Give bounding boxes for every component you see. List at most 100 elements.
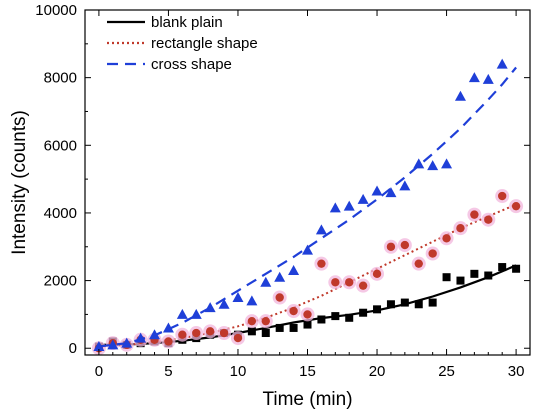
y-tick-label: 2000 <box>44 273 77 290</box>
legend: blank plain rectangle shape cross shape <box>107 14 258 73</box>
data-point <box>373 305 382 314</box>
data-point <box>511 201 521 211</box>
data-point <box>498 263 507 272</box>
data-point <box>468 72 480 83</box>
data-point <box>497 191 507 201</box>
data-point <box>484 215 493 224</box>
data-point <box>456 223 465 233</box>
series-cross-shape <box>93 58 517 352</box>
data-point <box>470 269 479 278</box>
data-point <box>372 269 382 279</box>
data-point <box>386 300 395 309</box>
legend-label: rectangle shape <box>151 35 258 52</box>
data-point <box>456 276 465 285</box>
data-point <box>192 328 201 338</box>
data-point <box>428 249 437 258</box>
x-tick-label: 0 <box>95 363 103 380</box>
data-point <box>93 341 105 352</box>
data-point <box>359 308 368 317</box>
data-point <box>288 264 300 275</box>
data-point <box>441 158 453 169</box>
data-point <box>470 210 479 219</box>
x-tick-label: 5 <box>164 363 172 380</box>
data-point <box>315 224 327 235</box>
data-point <box>275 293 284 302</box>
legend-label: cross shape <box>151 56 232 73</box>
data-point <box>414 259 423 268</box>
data-point <box>261 329 270 338</box>
data-point <box>427 160 439 171</box>
data-point <box>454 90 466 101</box>
data-point <box>399 180 411 191</box>
data-point <box>428 298 437 307</box>
x-tick-label: 20 <box>369 363 386 380</box>
data-point <box>135 332 147 343</box>
x-tick-label: 25 <box>438 363 455 380</box>
data-point <box>414 300 423 309</box>
plot-area <box>91 58 524 356</box>
data-point <box>496 58 508 69</box>
data-point <box>357 193 369 204</box>
data-point <box>482 73 494 84</box>
series-rectangle-shape <box>91 189 524 356</box>
data-point <box>317 315 326 324</box>
data-point <box>247 327 256 336</box>
data-point <box>331 278 340 287</box>
data-point <box>219 328 229 338</box>
y-tick-label: 6000 <box>44 137 77 154</box>
data-point <box>176 308 188 319</box>
data-point <box>289 323 298 332</box>
axes: 0 5 10 15 20 25 30 0 2000 4000 6000 8000 10000 <box>35 2 531 380</box>
fit-line <box>98 66 517 348</box>
data-point <box>107 339 119 350</box>
data-point <box>345 313 354 322</box>
y-tick-label: 10000 <box>35 2 77 19</box>
y-tick-label: 8000 <box>44 70 77 87</box>
data-point <box>247 316 257 326</box>
data-point <box>275 323 284 332</box>
x-tick-label: 30 <box>508 363 525 380</box>
data-point <box>303 310 312 319</box>
data-point <box>205 327 215 336</box>
x-axis-title: Time (min) <box>262 389 352 410</box>
data-point <box>303 320 312 329</box>
data-point <box>246 295 258 306</box>
data-point <box>358 281 368 290</box>
data-point <box>164 337 173 346</box>
data-point <box>178 330 187 339</box>
y-tick-label: 0 <box>69 340 77 357</box>
data-point <box>317 259 326 268</box>
data-point <box>386 242 396 251</box>
data-point <box>274 271 286 282</box>
data-point <box>302 244 313 255</box>
data-point <box>385 187 397 198</box>
x-tick-label: 10 <box>230 363 247 380</box>
data-point <box>162 322 174 333</box>
x-tick-label: 15 <box>299 363 316 380</box>
data-point <box>218 298 230 309</box>
data-point <box>233 333 243 343</box>
data-point <box>190 308 202 319</box>
data-point <box>371 185 383 196</box>
data-point <box>260 276 272 287</box>
data-point <box>512 264 521 273</box>
data-point <box>343 200 355 211</box>
legend-label: blank plain <box>151 14 223 31</box>
data-point <box>442 273 451 282</box>
data-point <box>232 292 244 302</box>
data-point <box>345 278 354 287</box>
data-point <box>413 158 425 169</box>
data-point <box>261 316 270 326</box>
data-point <box>484 271 493 280</box>
data-point <box>331 312 340 321</box>
y-axis-title: Intensity (counts) <box>9 110 30 255</box>
data-point <box>442 234 451 243</box>
data-point <box>289 306 298 316</box>
data-point <box>121 337 133 348</box>
data-point <box>329 202 341 213</box>
data-point <box>400 298 409 307</box>
data-point <box>204 302 216 313</box>
y-tick-label: 4000 <box>44 205 77 222</box>
data-point <box>149 329 161 340</box>
